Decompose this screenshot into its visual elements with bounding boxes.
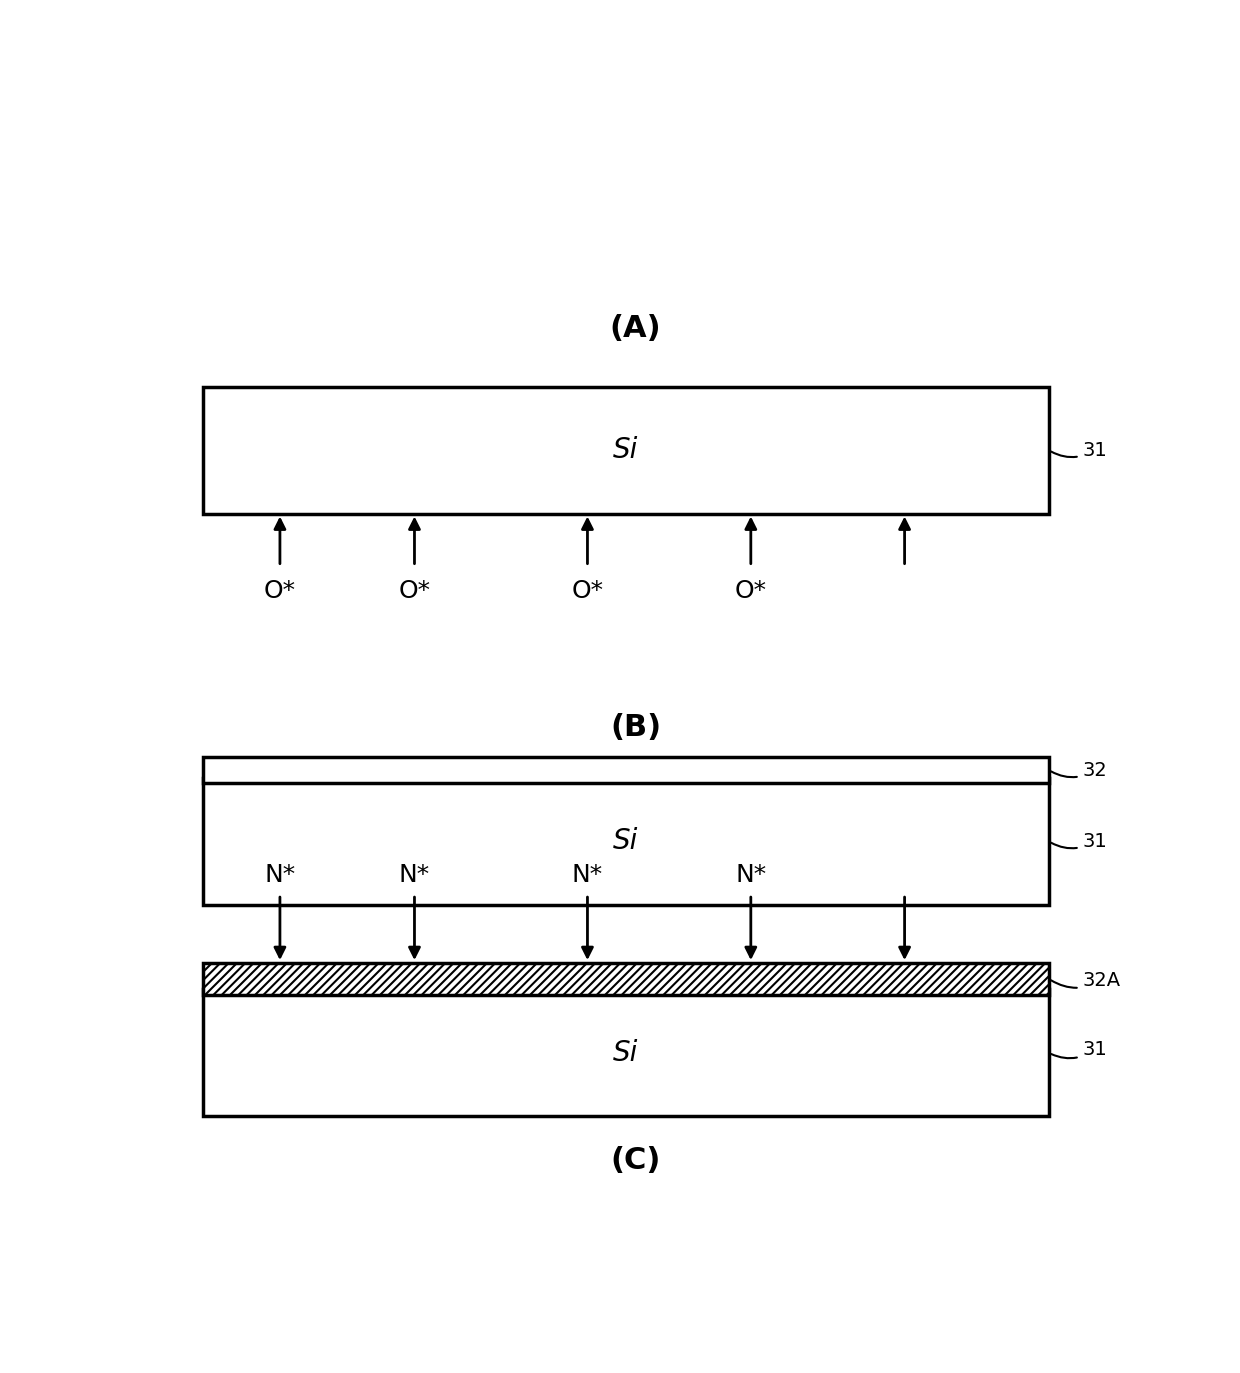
Text: (B): (B) (610, 713, 661, 741)
Text: 31: 31 (1052, 1041, 1107, 1059)
Bar (203, 962, 1049, 994)
Text: N*: N* (735, 864, 766, 887)
Text: N*: N* (399, 864, 430, 887)
Text: 32: 32 (1052, 761, 1107, 780)
Text: 31: 31 (1052, 441, 1107, 460)
Bar (203, 757, 1049, 783)
Text: 31: 31 (1052, 832, 1107, 851)
Text: Si: Si (614, 828, 639, 855)
Text: (A): (A) (610, 314, 661, 343)
Text: Si: Si (614, 1039, 639, 1067)
Text: N*: N* (264, 864, 295, 887)
Text: (C): (C) (610, 1146, 661, 1175)
Text: N*: N* (572, 864, 603, 887)
Bar (203, 778, 1049, 905)
Text: O*: O* (264, 579, 296, 603)
Text: Si: Si (614, 437, 639, 464)
Text: O*: O* (398, 579, 430, 603)
Bar (203, 387, 1049, 514)
Text: O*: O* (735, 579, 766, 603)
Text: 32A: 32A (1052, 972, 1121, 990)
Text: O*: O* (572, 579, 604, 603)
Bar (203, 990, 1049, 1116)
